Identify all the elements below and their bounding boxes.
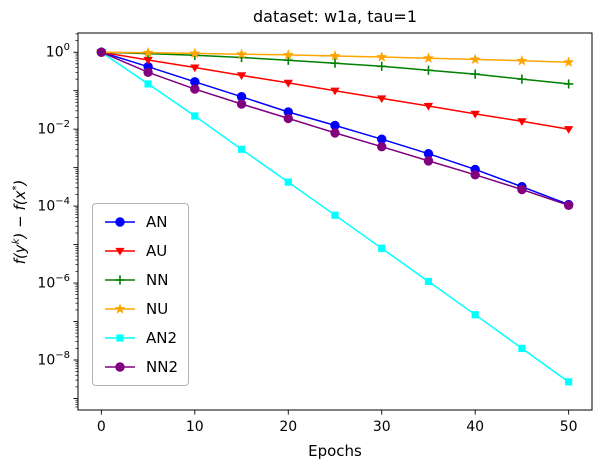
x-tick-label: 20 [279,419,297,435]
legend-label: NU [146,300,169,318]
legend-label: AU [146,242,168,260]
y-tick-label: 10−4 [37,196,70,215]
legend-label: NN2 [146,358,178,376]
triangle-down-marker-icon [105,247,135,256]
circle-marker-icon [105,362,135,372]
x-tick-label: 10 [186,419,204,435]
y-tick-label: 10−8 [37,350,70,369]
series-markers-nn2 [96,47,574,210]
y-tick-label: 10−6 [37,273,70,292]
legend-item-au: AU [103,241,178,261]
legend-item-nn: NN [103,270,178,290]
plus-marker-icon [105,275,135,285]
circle-marker-icon [105,217,135,227]
star-marker-icon [105,303,135,314]
y-tick-label: 100 [46,42,70,61]
legend-item-nn2: NN2 [103,357,178,377]
legend-label: AN [146,213,168,231]
chart-title: dataset: w1a, tau=1 [252,7,417,26]
x-axis-label: Epochs [308,442,362,460]
legend-item-nu: NU [103,299,178,319]
legend-label: AN2 [146,329,178,347]
x-tick-label: 40 [466,419,484,435]
legend-item-an: AN [103,212,178,232]
x-tick-label: 50 [560,419,578,435]
legend: AN AU NN NU AN2 NN2 [92,203,189,386]
legend-label: NN [146,271,169,289]
y-tick-label: 10−2 [37,119,70,138]
x-tick-label: 0 [97,419,106,435]
square-marker-icon [105,334,135,342]
legend-item-an2: AN2 [103,328,178,348]
x-tick-label: 30 [373,419,391,435]
